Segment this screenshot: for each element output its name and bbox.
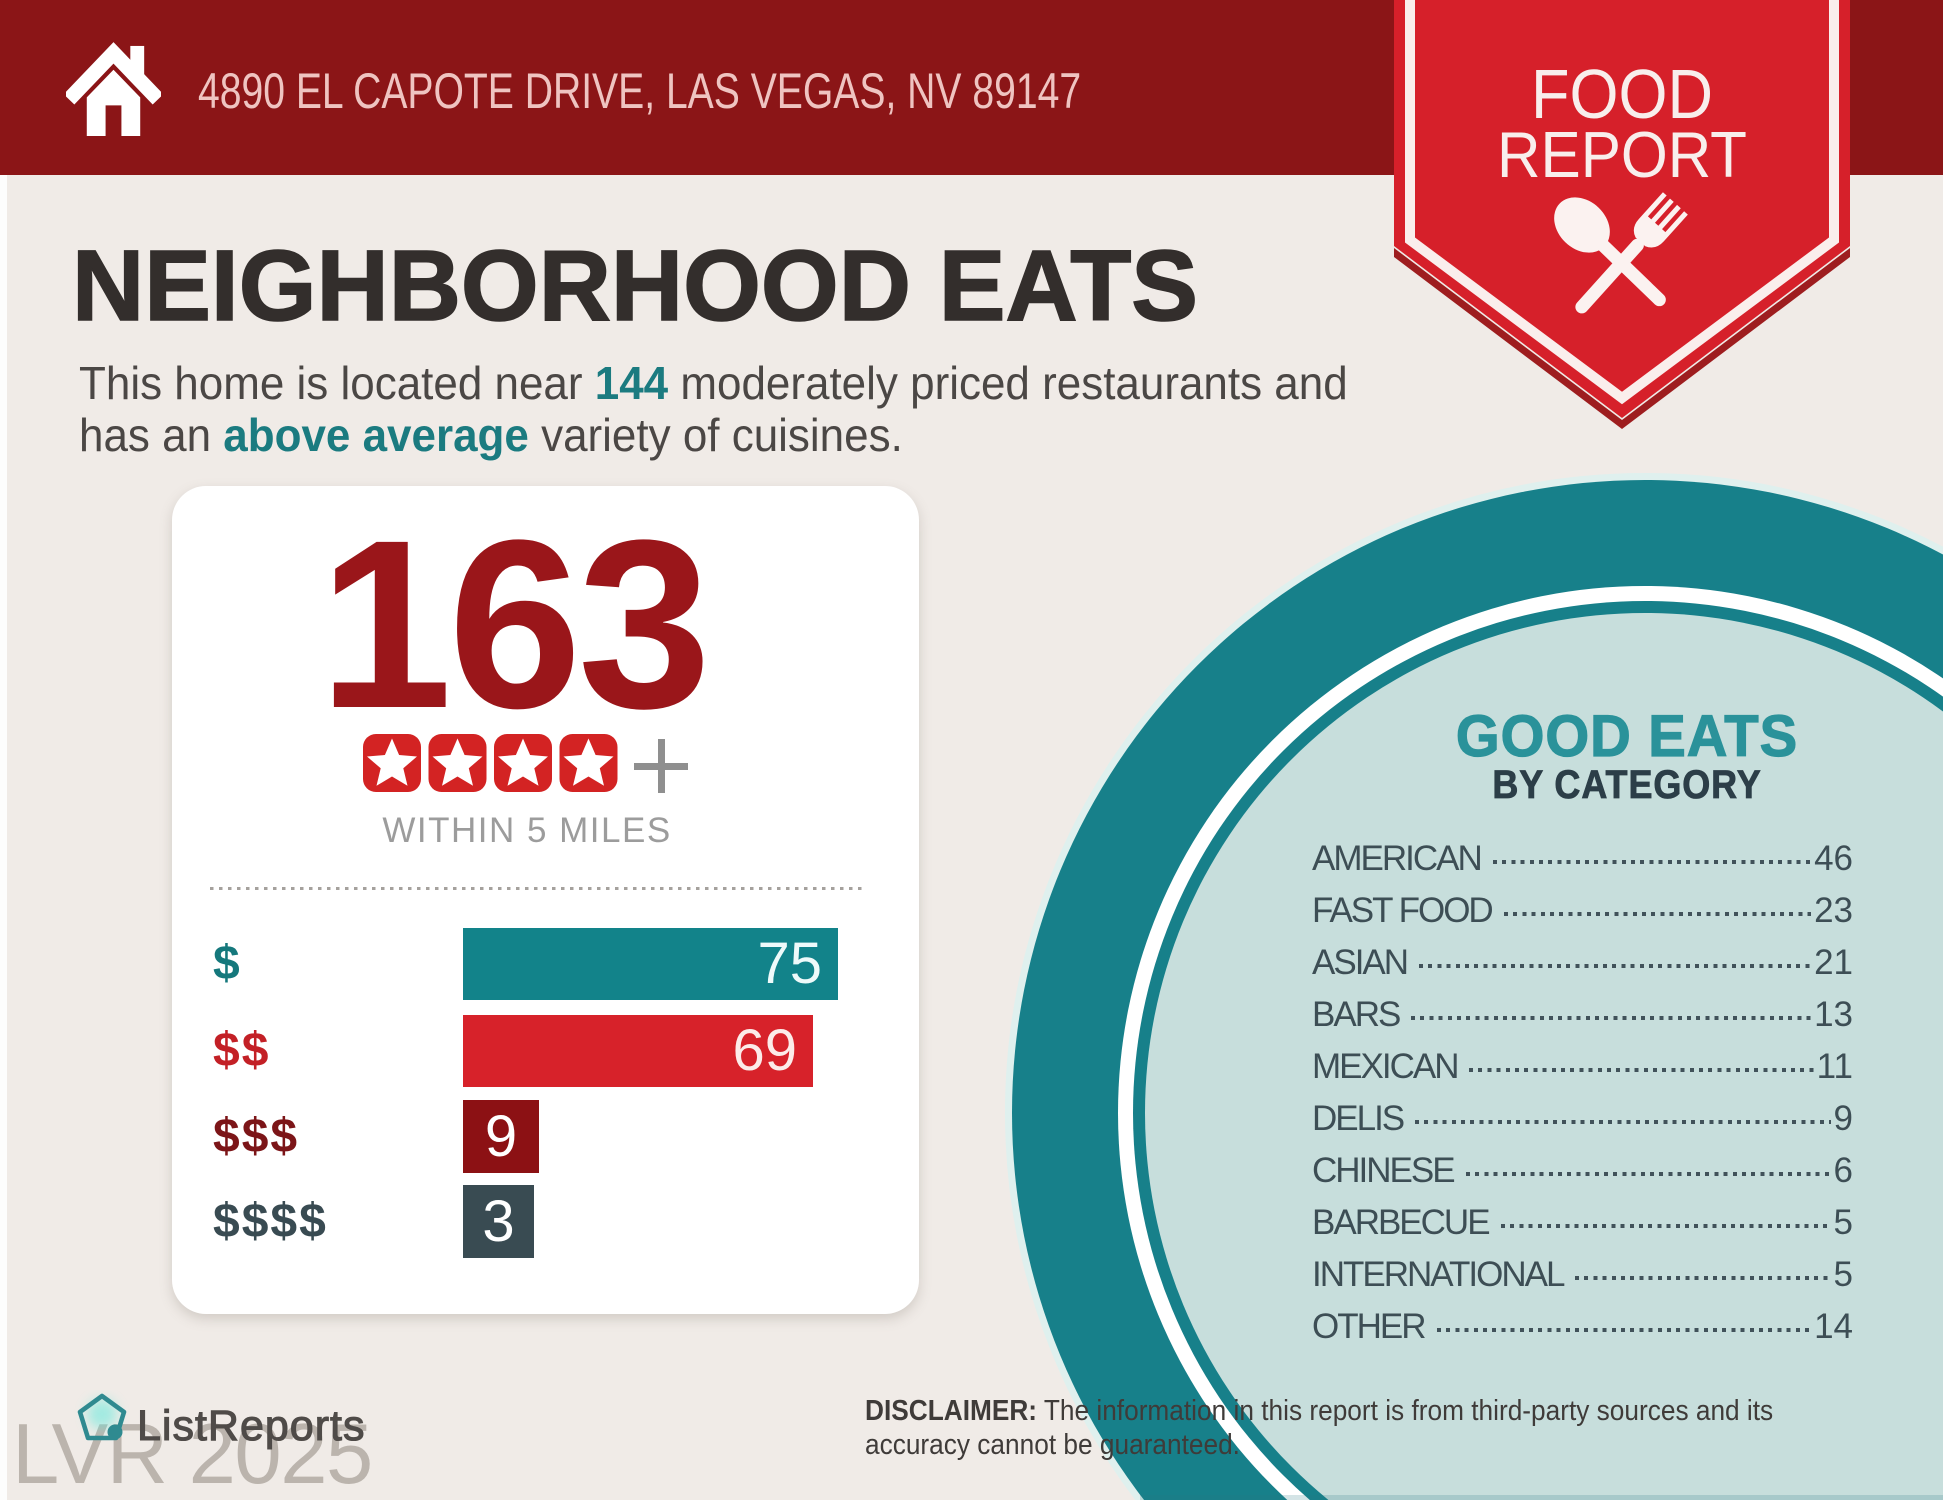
svg-text:REPORT: REPORT: [1497, 118, 1747, 191]
svg-text:FOOD: FOOD: [1531, 55, 1713, 133]
